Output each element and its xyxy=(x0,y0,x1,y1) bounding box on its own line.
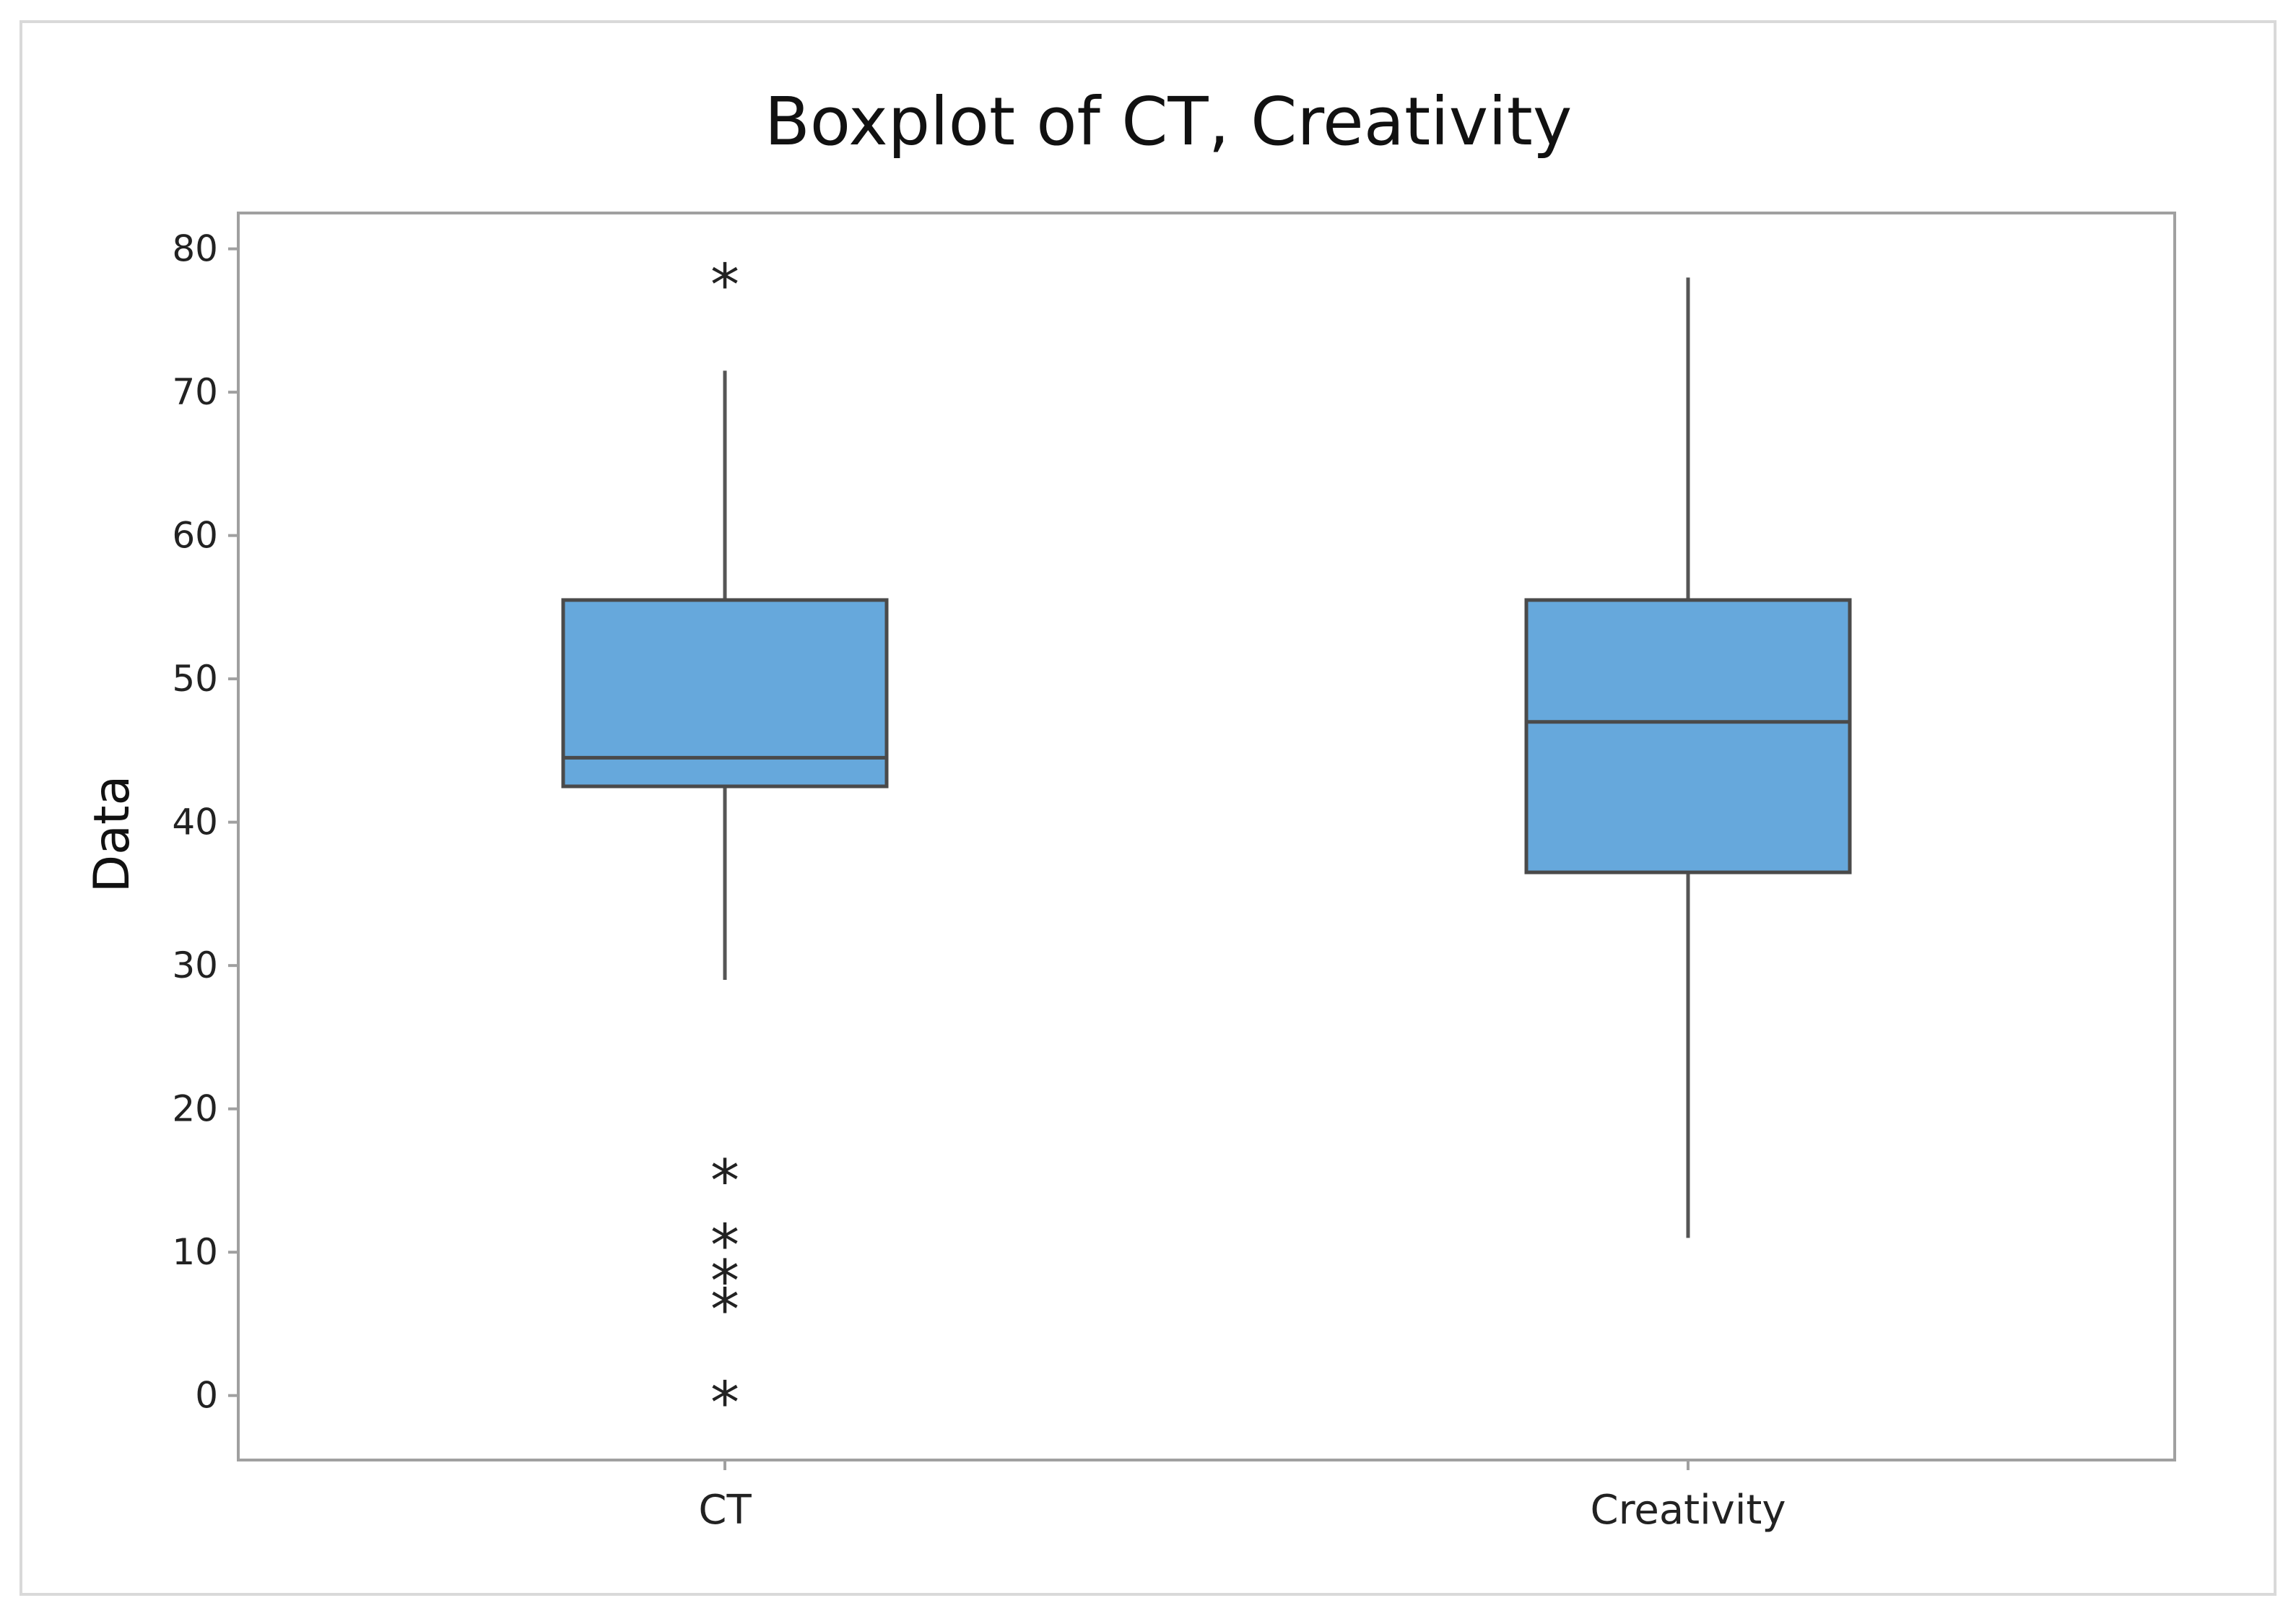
y-tick-label-80: 80 xyxy=(172,228,218,270)
chart-frame xyxy=(19,20,2277,1596)
y-axis: 0 10 20 30 40 50 60 70 80 xyxy=(172,228,238,1417)
y-tick-label-60: 60 xyxy=(172,515,218,557)
outlier-marker-ct-0: * xyxy=(710,251,739,318)
outlier-marker-ct-5: * xyxy=(710,1370,739,1437)
x-axis: CT Creativity xyxy=(698,1460,1786,1534)
box-ct xyxy=(561,598,889,789)
y-tick-label-20: 20 xyxy=(172,1088,218,1130)
box-creativity xyxy=(1524,598,1852,874)
outlier-marker-ct-1: * xyxy=(710,1147,739,1215)
y-tick-label-0: 0 xyxy=(195,1375,218,1417)
y-axis-label: Data xyxy=(84,776,141,892)
chart-title: Boxplot of CT, Creativity xyxy=(765,83,1573,160)
outlier-marker-ct-2: * xyxy=(710,1212,739,1279)
box-series: ****** xyxy=(561,251,1852,1437)
outlier-marker-ct-3: * xyxy=(710,1248,739,1315)
y-tick-label-10: 10 xyxy=(172,1231,218,1273)
y-tick-label-30: 30 xyxy=(172,944,218,986)
outlier-marker-ct-4: * xyxy=(710,1277,739,1344)
plot-area xyxy=(237,212,2176,1461)
y-tick-label-70: 70 xyxy=(172,371,218,413)
y-tick-label-50: 50 xyxy=(172,658,218,700)
y-tick-label-40: 40 xyxy=(172,802,218,843)
x-tick-label-ct: CT xyxy=(698,1487,752,1534)
x-tick-label-creativity: Creativity xyxy=(1591,1487,1786,1534)
